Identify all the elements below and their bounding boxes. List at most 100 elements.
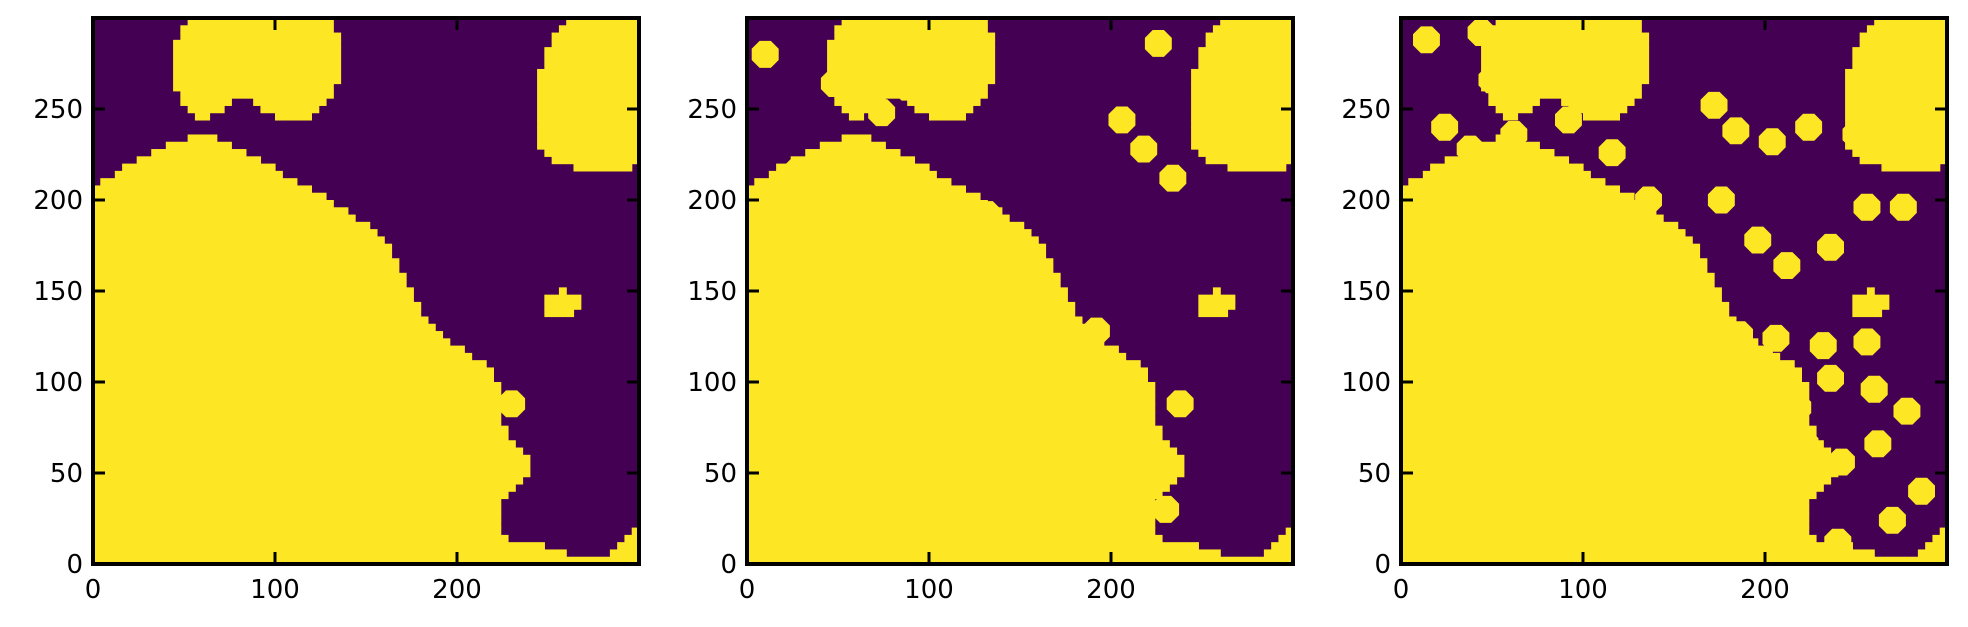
inclusion-disk <box>1159 164 1187 192</box>
heatmap-cell-run <box>1444 156 1570 165</box>
heatmap-cell-run <box>151 149 247 157</box>
inclusion-disk <box>1576 186 1604 214</box>
heatmap-cell-run <box>1845 83 1947 92</box>
y-tick-label: 50 <box>1358 459 1391 489</box>
heatmap-cell-run <box>537 83 639 92</box>
inclusion-disk <box>839 26 866 54</box>
heatmap-cell-run <box>1481 61 1650 70</box>
heatmap-cell-run <box>747 331 1098 339</box>
x-tick-label: 100 <box>1558 575 1608 605</box>
heatmap-cell-run <box>1401 323 1744 332</box>
inclusion-disk <box>941 532 968 560</box>
heatmap-cell-run <box>747 367 1148 376</box>
heatmap-cell-run <box>93 272 407 281</box>
y-tick-label: 150 <box>687 277 737 307</box>
heatmap-cell-run <box>1191 134 1293 143</box>
heatmap-cell-run <box>841 105 879 114</box>
heatmap-cell-run <box>551 156 639 165</box>
inclusion-disk <box>820 70 848 97</box>
y-tick-label: 250 <box>1341 95 1391 125</box>
heatmap-cell-run <box>93 214 356 223</box>
inclusion-disk <box>1602 481 1630 509</box>
heatmap-cell-run <box>1859 156 1947 165</box>
heatmap-cell-run <box>93 447 524 456</box>
heatmap-cell-run <box>537 76 639 85</box>
inclusion-disk <box>1598 139 1626 167</box>
heatmap-cell-run <box>1212 25 1293 34</box>
heatmap-cell-run <box>558 287 567 296</box>
heatmap-cell-run <box>180 25 334 34</box>
heatmap-cell-run <box>173 76 342 85</box>
heatmap-cell-run <box>1401 338 1759 347</box>
heatmap-cell-run <box>1191 68 1293 77</box>
inclusion-disk <box>1514 495 1542 523</box>
inclusion-disk <box>1747 361 1775 389</box>
heatmap-cell-run <box>1205 32 1293 41</box>
heatmap-cell-run <box>1917 549 1947 558</box>
heatmap-cell-run <box>93 483 516 492</box>
heatmap-cell-run <box>180 32 342 41</box>
heatmap-cells <box>93 18 639 564</box>
heatmap-cell-run <box>93 556 639 564</box>
heatmap-cell-run <box>1495 18 1642 26</box>
heatmap-cell-run <box>537 119 639 128</box>
heatmap-cell-run <box>93 338 451 347</box>
heatmap-cell-run <box>165 141 232 150</box>
inclusion-disk <box>973 201 1001 228</box>
inclusion-disk <box>1562 372 1590 400</box>
heatmap-cell-run <box>747 192 981 201</box>
heatmap-cell-run <box>1191 83 1293 92</box>
inclusion-disk <box>1413 332 1440 360</box>
heatmap-cell-run <box>173 47 342 55</box>
heatmap-cell-run <box>747 505 1156 514</box>
heatmap-cell-run <box>537 68 639 77</box>
heatmap-cell-run <box>93 382 502 390</box>
heatmap-cell-run <box>180 90 334 99</box>
inclusion-disk <box>1402 263 1429 290</box>
heatmap-cell-run <box>1401 280 1715 288</box>
heatmap-cell-run <box>1401 258 1708 267</box>
heatmap-cell-run <box>907 98 981 106</box>
y-tick-label: 200 <box>1341 186 1391 216</box>
heatmap-cell-run <box>747 323 1090 332</box>
heatmap-cell-run <box>747 411 1156 419</box>
heatmap-cell-run <box>747 316 1083 325</box>
inclusion-disk <box>1609 441 1637 469</box>
heatmap-cell-run <box>747 280 1061 288</box>
x-tick-label: 0 <box>85 575 102 605</box>
heatmap-cell-run <box>819 141 886 150</box>
x-tick-label: 200 <box>432 575 482 605</box>
heatmap-cell-run <box>747 207 1003 216</box>
heatmap-cell-run <box>1845 98 1947 106</box>
heatmap-cell-run <box>1401 221 1679 230</box>
heatmap-cell-run <box>544 54 639 63</box>
heatmap-cell-run <box>747 549 1221 558</box>
heatmap-cell-run <box>93 367 494 376</box>
heatmap-cell-run <box>747 491 1163 500</box>
inclusion-disk <box>868 99 896 127</box>
heatmap-cell-run <box>747 527 1156 536</box>
heatmap-cell-run <box>187 18 334 26</box>
inclusion-disk <box>1747 437 1775 465</box>
inclusion-disk <box>1795 113 1823 141</box>
y-tick-label: 0 <box>66 550 83 580</box>
inclusion-disk <box>966 51 994 79</box>
heatmap-cell-run <box>1845 68 1947 77</box>
heatmap-cell-run <box>747 200 988 208</box>
inclusion-disk <box>1562 474 1590 501</box>
heatmap-cell-run <box>93 374 494 383</box>
heatmap-cell-run <box>537 134 639 143</box>
heatmap-cell-run <box>253 98 327 106</box>
heatmap-cell-run <box>93 389 502 398</box>
inclusion-disk <box>1722 117 1750 145</box>
heatmap-cell-run <box>1227 163 1287 172</box>
heatmap-cell-run <box>747 258 1054 267</box>
heatmap-cell-run <box>1401 418 1810 427</box>
inclusion-disk <box>1083 317 1110 345</box>
inclusion-disk <box>1646 495 1673 523</box>
heatmap-cell-run <box>747 236 1039 245</box>
heatmap-cell-run <box>93 316 429 325</box>
heatmap-cell-run <box>747 287 1068 296</box>
heatmap-cell-run <box>566 18 639 26</box>
heatmap-cell-run <box>1845 127 1947 136</box>
